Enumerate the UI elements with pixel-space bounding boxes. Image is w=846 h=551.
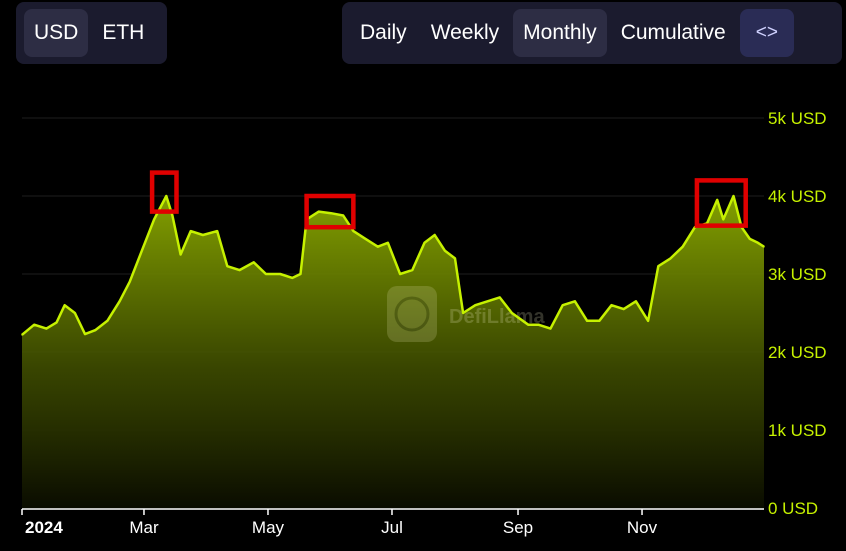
- data-point: [128, 281, 131, 283]
- data-point: [21, 334, 23, 336]
- cumulative-button[interactable]: Cumulative: [620, 21, 726, 44]
- data-point: [189, 230, 192, 232]
- highlight-boxes: [149, 170, 748, 230]
- eth-button[interactable]: ETH: [102, 21, 145, 44]
- y-tick-label: 4k USD: [768, 187, 827, 206]
- data-point: [511, 312, 513, 314]
- x-tick-label: Jul: [381, 518, 403, 537]
- data-point: [657, 265, 660, 268]
- data-point: [364, 238, 367, 240]
- data-point: [238, 269, 241, 271]
- y-tick-label: 2k USD: [768, 343, 827, 362]
- data-point: [216, 230, 218, 232]
- currency-toggle: USD ETH: [16, 2, 167, 64]
- x-axis: 2024 Mar May Jul Sep Nov: [21, 508, 764, 537]
- data-point: [141, 249, 143, 252]
- data-point: [647, 320, 649, 322]
- data-point: [118, 300, 121, 303]
- highlight-box: [694, 178, 748, 228]
- data-point: [291, 277, 294, 279]
- data-point: [387, 242, 389, 244]
- embed-button[interactable]: <>: [739, 9, 794, 57]
- data-point: [74, 312, 76, 314]
- data-point: [681, 245, 684, 248]
- data-point: [549, 327, 552, 330]
- data-point: [352, 230, 355, 232]
- period-toggle: Daily Weekly Monthly Cumulative <>: [342, 2, 842, 64]
- data-point: [55, 321, 58, 324]
- data-point: [342, 214, 345, 217]
- data-point: [84, 333, 86, 335]
- x-tick-label: Nov: [627, 518, 658, 537]
- x-tick-label: Mar: [129, 518, 159, 537]
- data-point: [537, 323, 540, 326]
- data-point: [732, 195, 735, 197]
- x-tick-label: 2024: [25, 518, 63, 537]
- monthly-button[interactable]: Monthly: [513, 9, 607, 57]
- x-tick-label: Sep: [503, 518, 533, 537]
- series-points: [21, 195, 765, 336]
- usd-button[interactable]: USD: [24, 9, 89, 57]
- y-tick-label: 0 USD: [768, 499, 818, 518]
- data-point: [716, 199, 718, 201]
- data-point: [411, 269, 414, 271]
- data-point: [202, 234, 204, 236]
- daily-button[interactable]: Daily: [360, 21, 407, 44]
- data-point: [722, 218, 725, 221]
- defillama-watermark: DefiLlama: [387, 286, 545, 342]
- data-point: [226, 265, 229, 268]
- data-point: [444, 249, 446, 252]
- data-point: [165, 195, 168, 197]
- data-point: [279, 273, 282, 275]
- data-point: [622, 308, 625, 310]
- data-point: [33, 323, 35, 326]
- data-point: [527, 323, 529, 326]
- y-tick-label: 1k USD: [768, 421, 827, 440]
- data-point: [399, 273, 401, 275]
- data-point: [454, 257, 456, 260]
- data-point: [171, 214, 174, 217]
- data-point: [586, 320, 588, 322]
- data-point: [763, 245, 765, 248]
- data-point: [757, 242, 759, 244]
- y-tick-label: 5k USD: [768, 109, 827, 128]
- data-point: [63, 304, 66, 307]
- data-point: [299, 273, 302, 275]
- data-point: [561, 304, 564, 307]
- code-brackets-icon: <>: [755, 22, 778, 43]
- x-tick-label: May: [252, 518, 285, 537]
- data-point: [598, 320, 601, 322]
- data-point: [94, 329, 96, 332]
- data-point: [318, 210, 320, 213]
- data-point: [486, 300, 489, 303]
- data-point: [749, 238, 751, 240]
- data-point: [377, 245, 379, 248]
- highlight-box: [304, 193, 356, 230]
- data-point: [330, 212, 332, 214]
- data-point: [669, 257, 672, 260]
- data-point: [45, 327, 48, 330]
- data-point: [635, 300, 637, 303]
- series-area: [22, 196, 764, 508]
- data-point: [106, 320, 109, 322]
- data-point: [423, 242, 426, 244]
- weekly-button[interactable]: Weekly: [430, 21, 500, 44]
- data-point: [265, 273, 267, 275]
- data-point: [433, 234, 436, 236]
- data-point: [474, 304, 477, 307]
- data-point: [462, 312, 464, 314]
- data-point: [252, 261, 255, 264]
- data-point: [179, 253, 182, 256]
- data-point: [574, 300, 576, 303]
- y-axis: 0 USD 1k USD 2k USD 3k USD 4k USD 5k USD: [768, 109, 827, 518]
- watermark-text: DefiLlama: [449, 306, 545, 328]
- y-tick-label: 3k USD: [768, 265, 827, 284]
- highlight-box: [149, 170, 179, 214]
- data-point: [153, 218, 155, 221]
- series-line: [21, 194, 765, 336]
- data-point: [498, 296, 501, 299]
- data-point: [610, 304, 613, 307]
